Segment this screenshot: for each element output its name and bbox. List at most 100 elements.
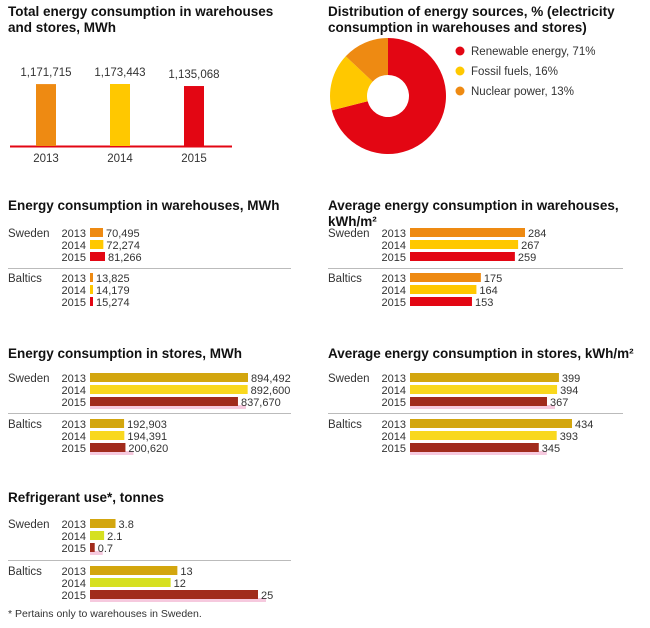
bar-sweden-2015	[90, 397, 238, 406]
value-label: 175	[484, 273, 502, 285]
bar-sweden-2015	[410, 397, 547, 406]
group-label-baltics: Baltics	[8, 566, 42, 578]
chart-title-total: Total energy consumption in warehouses a…	[8, 4, 274, 35]
bar-baltics-2013	[90, 566, 178, 575]
value-label: 70,495	[106, 228, 140, 240]
tick-label-2015: 2015	[181, 153, 207, 165]
bar-shadow	[90, 551, 103, 555]
value-label: 14,179	[96, 285, 130, 297]
value-label: 13,825	[96, 273, 130, 285]
bar-baltics-2014	[90, 578, 171, 587]
year-label: 2013	[62, 273, 86, 285]
chart-title-distribution: Distribution of energy sources, % (elect…	[328, 4, 615, 35]
chart-title-stores: Energy consumption in stores, MWh	[8, 346, 243, 361]
year-label: 2013	[62, 566, 86, 578]
bar-shadow	[90, 405, 246, 409]
legend-marker-1	[455, 66, 465, 76]
value-label-2014: 1,173,443	[94, 67, 145, 79]
year-label: 2014	[382, 385, 406, 397]
bar-baltics-2015	[410, 297, 472, 306]
bar-baltics-2013	[410, 273, 481, 282]
donut-slice-2	[345, 38, 388, 82]
year-label: 2014	[382, 285, 406, 297]
bar-sweden-2014	[90, 240, 104, 249]
year-label: 2015	[382, 252, 406, 264]
bar-shadow	[90, 598, 266, 602]
bar-sweden-2015	[90, 252, 105, 261]
year-label: 2015	[382, 443, 406, 455]
value-label: 15,274	[96, 297, 130, 309]
year-label: 2013	[62, 373, 86, 385]
bar-baltics-2014	[410, 285, 477, 294]
donut-slice-0	[331, 38, 446, 154]
bar-shadow	[410, 451, 547, 455]
value-label: 12	[174, 578, 186, 590]
chart-title-refrigerant: Refrigerant use*, tonnes	[8, 490, 165, 505]
bar-baltics-2015	[90, 297, 93, 306]
bar-baltics-2013	[90, 419, 125, 428]
bar-sweden-2013	[410, 373, 559, 382]
legend-label-0: Renewable energy, 71%	[471, 46, 595, 58]
value-label: 894,492	[251, 373, 291, 385]
year-label: 2013	[382, 419, 406, 431]
value-label: 194,391	[127, 431, 167, 443]
tick-label-2014: 2014	[107, 153, 133, 165]
year-label: 2015	[382, 397, 406, 409]
value-label-2013: 1,171,715	[20, 67, 71, 79]
group-label-sweden: Sweden	[328, 373, 370, 385]
year-label: 2015	[382, 297, 406, 309]
tick-label-2013: 2013	[33, 153, 59, 165]
stores-consumption-chart: Sweden 2013 894,492 2014 892,600 2015 837,670 B…	[8, 373, 291, 455]
chart-title-warehouses-average: Average energy consumption in warehouses…	[328, 198, 619, 229]
value-label: 13	[180, 566, 192, 578]
bar-sweden-2014	[410, 385, 558, 394]
bar-baltics-2014	[410, 431, 557, 440]
chart-title-stores-average: Average energy consumption in stores, kW…	[328, 346, 634, 361]
year-label: 2013	[382, 228, 406, 240]
value-label: 892,600	[251, 385, 291, 397]
group-label-baltics: Baltics	[8, 419, 42, 431]
warehouses-consumption-chart: Sweden 2013 70,495 2014 72,274 2015 81,266 Balt…	[8, 228, 291, 309]
bar-sweden-2013	[90, 519, 116, 528]
chart-title-warehouses: Energy consumption in warehouses, MWh	[8, 198, 280, 213]
year-label: 2015	[62, 543, 86, 555]
footnote: * Pertains only to warehouses in Sweden.	[8, 608, 202, 620]
year-label: 2013	[382, 273, 406, 285]
value-label: 3.8	[119, 519, 134, 531]
bar-baltics-2013	[90, 273, 93, 282]
stores-average-chart: Sweden 2013 399 2014 394 2015 367 Baltics 2013 43…	[328, 373, 623, 455]
value-label: 153	[475, 297, 493, 309]
value-label: 81,266	[108, 252, 142, 264]
value-label: 192,903	[127, 419, 167, 431]
energy-sources-donut: Renewable energy, 71% Fossil fuels, 16% Nu…	[329, 38, 595, 154]
value-label: 345	[542, 443, 560, 455]
value-label: 267	[521, 240, 539, 252]
year-label: 2013	[62, 419, 86, 431]
year-label: 2014	[62, 385, 86, 397]
value-label-2015: 1,135,068	[168, 69, 219, 81]
value-label: 399	[562, 373, 580, 385]
year-label: 2014	[62, 578, 86, 590]
bar-2015	[184, 86, 204, 146]
year-label: 2015	[62, 252, 86, 264]
value-label: 394	[560, 385, 578, 397]
year-label: 2014	[62, 531, 86, 543]
year-label: 2015	[62, 590, 86, 602]
year-label: 2013	[382, 373, 406, 385]
value-label: 200,620	[128, 443, 168, 455]
refrigerant-chart: Sweden 2013 3.8 2014 2.1 2015 0.7 Baltics 2013 13…	[8, 519, 291, 602]
bar-sweden-2015	[410, 252, 515, 261]
legend-label-1: Fossil fuels, 16%	[471, 66, 558, 78]
group-label-sweden: Sweden	[8, 373, 50, 385]
year-label: 2015	[62, 297, 86, 309]
value-label: 837,670	[241, 397, 281, 409]
bar-sweden-2014	[410, 240, 519, 249]
bar-sweden-2015	[90, 543, 95, 552]
value-label: 434	[575, 419, 593, 431]
year-label: 2014	[62, 285, 86, 297]
legend-label-2: Nuclear power, 13%	[471, 86, 574, 98]
legend-marker-0	[455, 46, 465, 56]
value-label: 284	[528, 228, 546, 240]
year-label: 2014	[62, 240, 86, 252]
bar-sweden-2013	[90, 373, 248, 382]
